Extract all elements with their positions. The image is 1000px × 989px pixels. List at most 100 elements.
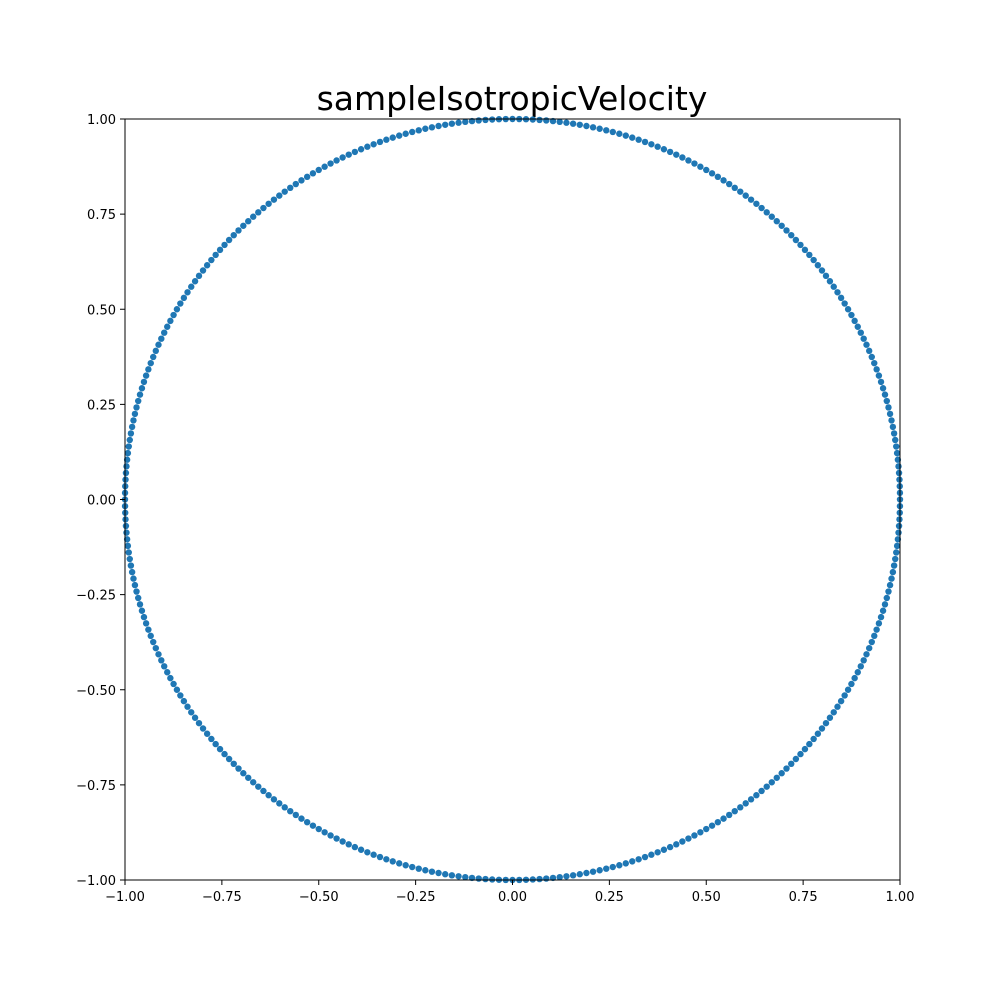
data-point [122, 469, 130, 477]
data-point [321, 829, 328, 836]
data-point [822, 272, 830, 280]
data-point [142, 620, 150, 627]
data-point [281, 188, 288, 195]
y-tick-label: 0.50 [87, 303, 116, 318]
data-point [455, 873, 462, 880]
data-point [886, 410, 894, 418]
data-point [742, 800, 749, 807]
data-point [184, 703, 191, 710]
data-point [188, 283, 195, 290]
data-point [563, 119, 570, 126]
data-point [167, 674, 174, 682]
data-point [865, 644, 873, 652]
data-point [886, 581, 894, 589]
data-point [276, 192, 283, 199]
data-point [230, 760, 237, 768]
data-point [281, 804, 288, 811]
data-point [685, 157, 692, 164]
data-point [609, 128, 616, 136]
data-point [758, 787, 765, 795]
data-point [857, 663, 864, 670]
data-point [818, 267, 826, 274]
data-point [327, 160, 334, 167]
data-point [125, 443, 132, 450]
data-point [270, 196, 278, 203]
data-point [442, 121, 449, 128]
data-point [589, 868, 597, 875]
points-layer [121, 115, 904, 884]
data-point [225, 236, 233, 244]
data-point [260, 787, 267, 795]
data-point [409, 863, 416, 871]
data-point [177, 692, 184, 699]
data-point [351, 843, 359, 851]
data-point [155, 341, 162, 348]
data-point [895, 469, 903, 477]
data-point [376, 853, 384, 861]
data-point [448, 120, 456, 127]
data-point [203, 730, 211, 737]
data-point [826, 278, 834, 285]
data-point [158, 335, 165, 342]
data-point [339, 838, 346, 845]
data-point [893, 443, 900, 450]
data-point [763, 783, 770, 790]
data-point [321, 163, 328, 170]
data-point [130, 575, 137, 582]
data-point [569, 872, 577, 879]
data-point [208, 256, 215, 264]
data-point [135, 594, 142, 602]
data-point [130, 417, 137, 424]
data-point [475, 117, 482, 124]
data-point [871, 359, 878, 367]
data-point [145, 366, 152, 373]
data-point [140, 378, 148, 386]
x-tick-label: −0.50 [299, 890, 339, 905]
data-point [616, 130, 623, 137]
data-point [753, 792, 760, 799]
data-point [235, 227, 242, 234]
data-point [660, 146, 668, 153]
data-point [576, 871, 583, 878]
data-point [851, 674, 858, 682]
data-point [893, 549, 900, 556]
data-point [895, 463, 902, 470]
data-point [339, 154, 346, 161]
data-point [873, 366, 880, 373]
data-point [125, 549, 132, 556]
data-point [648, 141, 655, 148]
data-point [837, 697, 845, 705]
data-point [841, 692, 848, 699]
data-point [240, 222, 247, 229]
y-tick-label: −1.00 [76, 874, 116, 889]
data-point [885, 588, 892, 595]
data-point [875, 620, 883, 627]
data-point [894, 456, 902, 463]
data-point [126, 555, 133, 563]
data-point [666, 843, 674, 851]
data-point [536, 875, 543, 883]
data-point [435, 122, 442, 130]
data-point [298, 177, 305, 184]
data-point [814, 262, 822, 269]
data-point [583, 122, 590, 130]
data-point [292, 180, 300, 188]
x-tick-label: −0.75 [202, 890, 242, 905]
data-point [370, 851, 377, 858]
data-point [648, 851, 655, 858]
data-point [140, 613, 148, 621]
data-point [255, 783, 262, 790]
data-point [199, 267, 207, 274]
data-point [396, 132, 403, 139]
data-point [315, 825, 322, 833]
y-tick-label: −0.25 [76, 589, 116, 604]
data-point [170, 311, 177, 319]
data-point [422, 125, 429, 132]
data-point [482, 875, 489, 883]
data-point [563, 873, 570, 880]
data-point [195, 719, 203, 727]
data-point [448, 872, 456, 879]
data-point [896, 476, 903, 483]
data-point [556, 873, 563, 881]
